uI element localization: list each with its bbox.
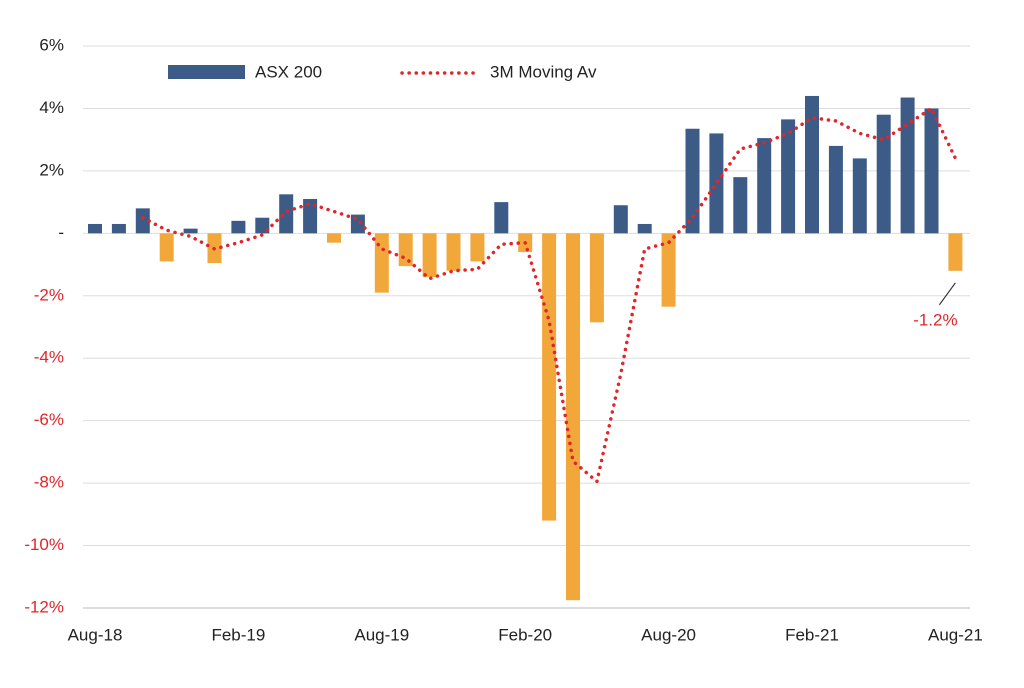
annotation: -1.2% bbox=[913, 310, 957, 329]
bar bbox=[446, 233, 461, 271]
bar bbox=[924, 108, 939, 234]
bar bbox=[613, 205, 628, 234]
bar bbox=[542, 233, 557, 521]
bar bbox=[135, 208, 150, 234]
y-tick-label: -6% bbox=[34, 410, 64, 429]
bar bbox=[637, 223, 652, 234]
bar bbox=[494, 202, 509, 234]
bar bbox=[183, 228, 198, 234]
x-tick-label: Aug-19 bbox=[354, 625, 409, 644]
x-tick-label: Feb-21 bbox=[785, 625, 839, 644]
bar bbox=[589, 233, 604, 323]
x-tick-label: Feb-20 bbox=[498, 625, 552, 644]
bar bbox=[852, 158, 867, 234]
x-tick-label: Aug-20 bbox=[641, 625, 696, 644]
legend-swatch bbox=[168, 65, 245, 79]
bar bbox=[327, 233, 341, 243]
bar bbox=[303, 198, 318, 234]
bar bbox=[374, 233, 389, 293]
bar bbox=[566, 233, 580, 601]
bar bbox=[757, 138, 772, 234]
y-tick-label: 4% bbox=[39, 98, 64, 117]
bar bbox=[948, 233, 963, 271]
legend-label: 3M Moving Av bbox=[490, 62, 597, 81]
y-tick-label: 6% bbox=[39, 35, 64, 54]
bar bbox=[422, 233, 437, 278]
y-tick-label: -8% bbox=[34, 473, 64, 492]
bar bbox=[900, 97, 915, 234]
bar bbox=[709, 133, 724, 234]
y-tick-label: -4% bbox=[34, 348, 64, 367]
bar bbox=[781, 119, 796, 234]
y-tick-label: - bbox=[58, 223, 64, 242]
y-tick-label: 2% bbox=[39, 160, 64, 179]
bar bbox=[661, 233, 676, 307]
y-tick-label: -10% bbox=[24, 535, 64, 554]
bar bbox=[470, 233, 485, 262]
bar bbox=[805, 95, 819, 234]
bar bbox=[279, 194, 294, 234]
bar bbox=[111, 223, 126, 234]
bar bbox=[876, 114, 891, 234]
bar bbox=[231, 220, 246, 234]
bar bbox=[88, 223, 102, 234]
y-tick-label: -12% bbox=[24, 597, 64, 616]
x-tick-label: Aug-18 bbox=[68, 625, 123, 644]
annotation-leader bbox=[938, 282, 956, 306]
x-tick-label: Feb-19 bbox=[211, 625, 265, 644]
y-tick-label: -2% bbox=[34, 285, 64, 304]
bar bbox=[828, 145, 843, 234]
x-tick-label: Aug-21 bbox=[928, 625, 983, 644]
bar bbox=[733, 177, 748, 234]
bar bbox=[685, 128, 700, 234]
bar bbox=[159, 233, 174, 262]
moving-average-line bbox=[141, 106, 958, 484]
bar bbox=[350, 214, 365, 234]
legend-label: ASX 200 bbox=[255, 62, 322, 81]
